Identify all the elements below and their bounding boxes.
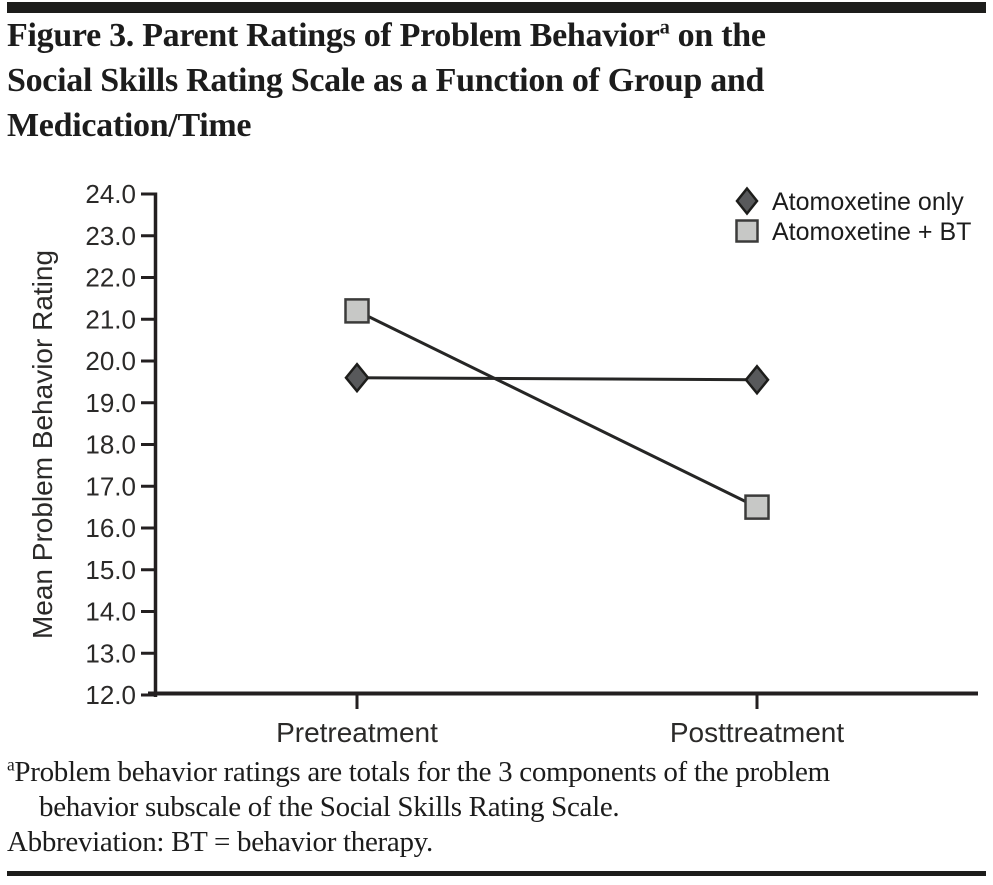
figure-title-line2: Social Skills Rating Scale as a Function…	[7, 62, 765, 99]
figure-title: Figure 3. Parent Ratings of Problem Beha…	[7, 13, 766, 148]
diamond-marker	[735, 186, 759, 216]
legend-label: Atomoxetine only	[772, 188, 964, 216]
figure-title-line1-text: Figure 3. Parent Ratings of Problem Beha…	[7, 17, 660, 54]
square-marker	[344, 298, 370, 324]
footnote-line1: aProblem behavior ratings are totals for…	[7, 755, 830, 790]
y-tick-label: 22.0	[85, 263, 136, 293]
bottom-rule	[7, 871, 986, 876]
square-marker	[735, 219, 759, 243]
figure-title-line1: Figure 3. Parent Ratings of Problem Beha…	[7, 13, 766, 58]
footnote-superscript: a	[7, 754, 15, 775]
diamond-marker	[744, 364, 770, 396]
figure-footnote: aProblem behavior ratings are totals for…	[7, 755, 830, 860]
y-tick-label: 18.0	[85, 430, 136, 460]
series-line-atomoxetine-only	[356, 376, 758, 382]
y-tick-label: 15.0	[85, 555, 136, 585]
y-tick-label: 14.0	[85, 597, 136, 627]
top-rule	[7, 2, 986, 13]
y-tick-label: 17.0	[85, 471, 136, 501]
figure-title-line1-rest: on the	[669, 17, 766, 54]
series-line-atomoxetine-bt	[356, 309, 758, 509]
y-tick-label: 20.0	[85, 346, 136, 376]
square-marker	[744, 494, 770, 520]
y-tick-label: 19.0	[85, 388, 136, 418]
footnote-line2: behavior subscale of the Social Skills R…	[39, 791, 620, 823]
y-tick-label: 21.0	[85, 304, 136, 334]
figure-title-line3: Medication/Time	[7, 107, 252, 144]
legend-label: Atomoxetine + BT	[772, 218, 971, 246]
footnote-line3: Abbreviation: BT = behavior therapy.	[7, 826, 433, 858]
y-tick-label: 12.0	[85, 680, 136, 710]
line-chart: 24.0 23.0 22.0 21.0 20.0 19.0 18.0 17.0 16.0 15.0…	[27, 179, 978, 748]
y-tick-label: 13.0	[85, 638, 136, 668]
footnote-line1-text: Problem behavior ratings are totals for …	[14, 756, 830, 788]
y-tick-label: 23.0	[85, 221, 136, 251]
y-tick-label: 16.0	[85, 513, 136, 543]
x-category-label: Pretreatment	[276, 717, 438, 748]
figure-title-superscript: a	[659, 16, 670, 39]
x-category-label: Posttreatment	[670, 717, 845, 748]
diamond-marker	[344, 362, 370, 394]
y-axis-title: Mean Problem Behavior Rating	[27, 250, 58, 639]
y-tick-label: 24.0	[85, 179, 136, 209]
